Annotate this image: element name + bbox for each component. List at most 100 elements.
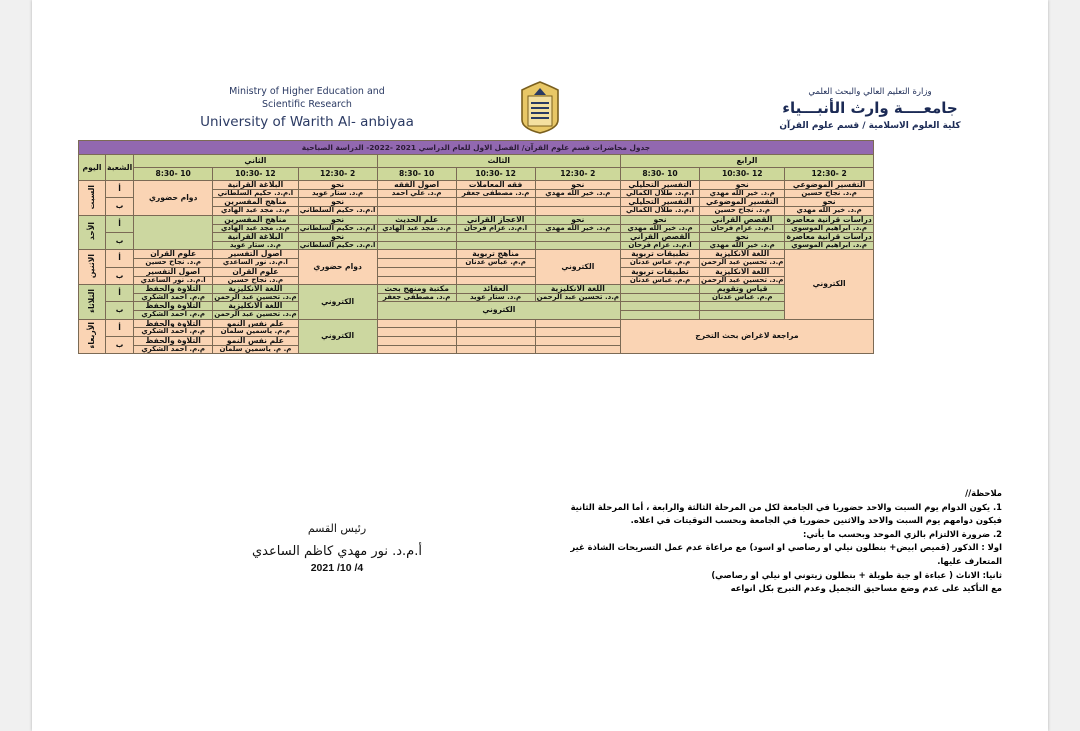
cell-wed-a-s3-t3-empty-2 [376,327,457,337]
cell-tue-a-s3-t3-teacher: م.د. مصطفى جعفر [376,292,457,303]
cell-tue-a-s4-t3-empty-2 [620,292,701,303]
cell-wed-b-s2-t3-subject: التلاوة والحفظ [133,335,214,346]
cell-sun-empty-s2-t3 [133,214,214,251]
cell-mon-b-s2-t3-teacher: أ.م.د. نور الساعدي [133,275,214,285]
cell-mon-a-s3-t2-subject: مناهج تربوية [455,249,536,260]
note-line-5: المتعارف عليها. [937,556,1002,567]
cell-mon-a-s3-t3-empty-2 [376,258,457,268]
time-s3-t3: 10 -8:30 [376,167,457,181]
cell-sat-a-s3-t3-subject: اصول الفقه [376,180,457,190]
cell-mon-b-s3-t2-empty-2 [455,275,536,285]
cell-mon-b-s4-t2-teacher: م.د. تحسين عبد الرحمن [699,275,786,285]
cell-wed-b-s3-t3-empty-2 [376,344,457,355]
cell-mon-a-s2-t3-subject: علوم القرآن [133,249,214,260]
time-s2-t3: 10 -8:30 [133,167,214,181]
cell-sun-b-s4-t2-teacher: م.د. خير الله مهدي [699,240,786,251]
cell-wed-a-s2-t2-subject: علم نفس النمو [212,318,299,329]
cell-tue-b-s2-t2-teacher: م.د. تحسين عبد الرحمن [212,310,299,320]
cell-sat-b-s4-t1-subject: نحو [784,197,874,208]
cell-mon-section-b: ب [104,266,135,285]
cell-tue-s3-electronic: الكتروني [376,301,622,320]
cell-wed-a-s3-t1-empty-2 [534,327,622,337]
notes-section: ملاحظة// 1. يكون الدوام يوم السبت والاحد… [532,487,1002,596]
cell-wed-b-s3-t2-empty-2 [455,344,536,355]
time-header-row: 2 -12:30 12 -10:30 10 -8:30 2 -12:30 12 … [79,167,874,181]
signature-name: أ.م.د. نور مهدي كاظم الساعدي [252,544,422,559]
cell-sat-b-s2-t2-teacher: م.د. مجد عبد الهادي [212,206,299,216]
cell-sun-a-s2-t1-teacher: أ.م.د. حكيم السلطاني [297,223,378,233]
cell-sun-b-s3-t2-empty [455,240,536,251]
cell-wed-a-s3-t2-empty-2 [455,327,536,337]
cell-wed-b-s2-t2-teacher: م. م. ياسمين سلمان [212,344,299,355]
cell-sun-b-s4-t2-subject: نحو [699,231,786,242]
cell-sat-b-s4-t2-teacher: م.د. نجاح حسين [699,206,786,216]
cell-tue-b-s4-t2-empty [699,301,786,312]
cell-sat-b-s3-t1-subject [534,197,622,208]
day-label-sunday: الأحد [87,222,97,241]
cell-sat-b-s3-t1-teacher [534,206,622,216]
cell-sat-a-s4-t1-subject: التفسير الموضوعي [784,180,874,190]
cell-tue-b-s2-t3-subject: التلاوة والحفظ [133,301,214,312]
table-row: م. م. ياسمين سلمان م.م. احمد الشكري [79,344,874,355]
note-line-4: اولا : الذكور (قميص ابيض+ بنطلون نيلي او… [570,542,1002,553]
cell-mon-a-s2-t2-subject: اصول التفسير [212,249,299,260]
day-label-monday: الاثنين [87,254,97,279]
note-line-3: 2. ضرورة الالتزام بالزي الموحد وبحسب ما … [802,528,1002,539]
cell-wed-b-s3-t1-empty-2 [534,344,622,355]
university-name-english: University of Warith Al- anbiyaa [200,113,414,130]
cell-sun-a-s2-t2-teacher: م.د. مجد عبد الهادي [212,223,299,233]
cell-sat-b-s3-t2-teacher [455,206,536,216]
cell-tue-a-s2-t2-subject: اللغة الانكليزية [212,283,299,294]
cell-sat-a-s2-t2-teacher: أ.م.د. حكيم السلطاني [212,188,299,199]
table-row: الكتروني اللغة الانكليزية تطبيقات تربوية… [78,249,874,320]
cell-sun-a-s3-t3-subject: علم الحديث [376,214,457,225]
cell-day-monday: الاثنين [78,249,106,285]
cell-sun-a-s3-t2-teacher: أ.م.د. عزام فرحان [455,223,536,233]
cell-tue-a-s3-t2-teacher: م.د. ستار عويد [455,292,536,303]
cell-sun-b-s2-t2-teacher: م.د. ستار عويد [212,240,299,251]
cell-mon-b-s3-t2-empty [455,266,536,277]
cell-sat-a-s2-t1-subject: نحو [297,180,378,190]
time-s2-t2: 12 -10:30 [212,167,299,181]
cell-sat-a-s4-t1-teacher: م.د. نجاح حسين [784,188,874,199]
lecture-schedule-table: جدول محاضرات قسم علوم القرآن/ الفصل الاو… [78,140,874,355]
table-row: م.د. ابراهيم الموسوي م.د. خير الله مهدي … [79,240,874,251]
stage-header-row: الرابع الثالث الثاني الشعبة اليوم [78,154,874,181]
cell-sun-section-a: أ [104,214,135,233]
cell-mon-b-s4-t2-subject: اللغة الانكليزية [699,266,786,277]
ministry-line-1: Ministry of Higher Education and [229,86,385,97]
cell-mon-b-s4-t3-subject: تطبيقات تربوية [620,266,701,277]
cell-sun-a-s3-t1-teacher: م.د. خير الله مهدي [534,223,622,233]
table-row: قياس وتقويم اللغة الانكليزية العقائد مكت… [78,283,874,320]
cell-sat-b-s4-t2-subject: التفسير الموضوعي [699,197,786,208]
cell-tue-section-a: أ [104,283,135,303]
table-row: م.د. تحسين عبد الرحمن م.م. عباس عدنان م.… [79,258,874,268]
table-row: م.د. ابراهيم الموسوي أ.م.د. عزام فرحان م… [79,223,874,233]
notes-title: ملاحظة// [965,488,1002,498]
stage-header-third: الثالث [376,154,622,168]
cell-sun-b-s2-t2-subject: البلاغة القرآنية [212,231,299,242]
cell-tue-a-s2-t3-subject: التلاوة والحفظ [133,283,214,294]
ministry-arabic: وزارة التعليم العالي والبحث العلمي [808,87,932,97]
cell-sun-b-s3-t3-subject [376,231,457,242]
cell-tue-b-s4-t3-empty-2 [620,310,701,320]
cell-mon-a-s2-t3-teacher: م.د. نجاح حسين [133,258,214,268]
cell-wed-b-s3-t1-empty [534,335,622,346]
cell-sun-a-s4-t3-teacher: م.د. خير الله مهدي [620,223,701,233]
cell-tue-a-s2-t3-teacher: م.م. احمد الشكري [133,292,214,303]
day-label-saturday: السبت [87,184,97,209]
cell-tue-a-s3-t1-teacher: م.د. تحسين عبد الرحمن [534,292,622,303]
cell-tue-b-s2-t2-subject: اللغة الانكليزية [212,301,299,312]
cell-mon-tue-electronic-s4: الكتروني [784,249,874,320]
day-column-header: اليوم [78,154,106,181]
cell-day-tuesday: الثلاثاء [78,283,106,320]
header-english-block: Ministry of Higher Education and Scienti… [142,86,472,131]
cell-tue-a-s3-t1-subject: اللغة الانكليزية [534,283,622,294]
cell-sun-b-s3-t2-subject [455,231,536,242]
cell-wed-a-s3-t2-empty [455,318,536,329]
time-s4-t2: 12 -10:30 [699,167,786,181]
time-s4-t3: 10 -8:30 [620,167,701,181]
time-s2-t1: 2 -12:30 [297,167,378,181]
note-line-1: 1. يكون الدوام يوم السبت والاحد حضوريا ف… [570,501,1002,512]
cell-mon-attendance: دوام حضوري [297,249,378,285]
